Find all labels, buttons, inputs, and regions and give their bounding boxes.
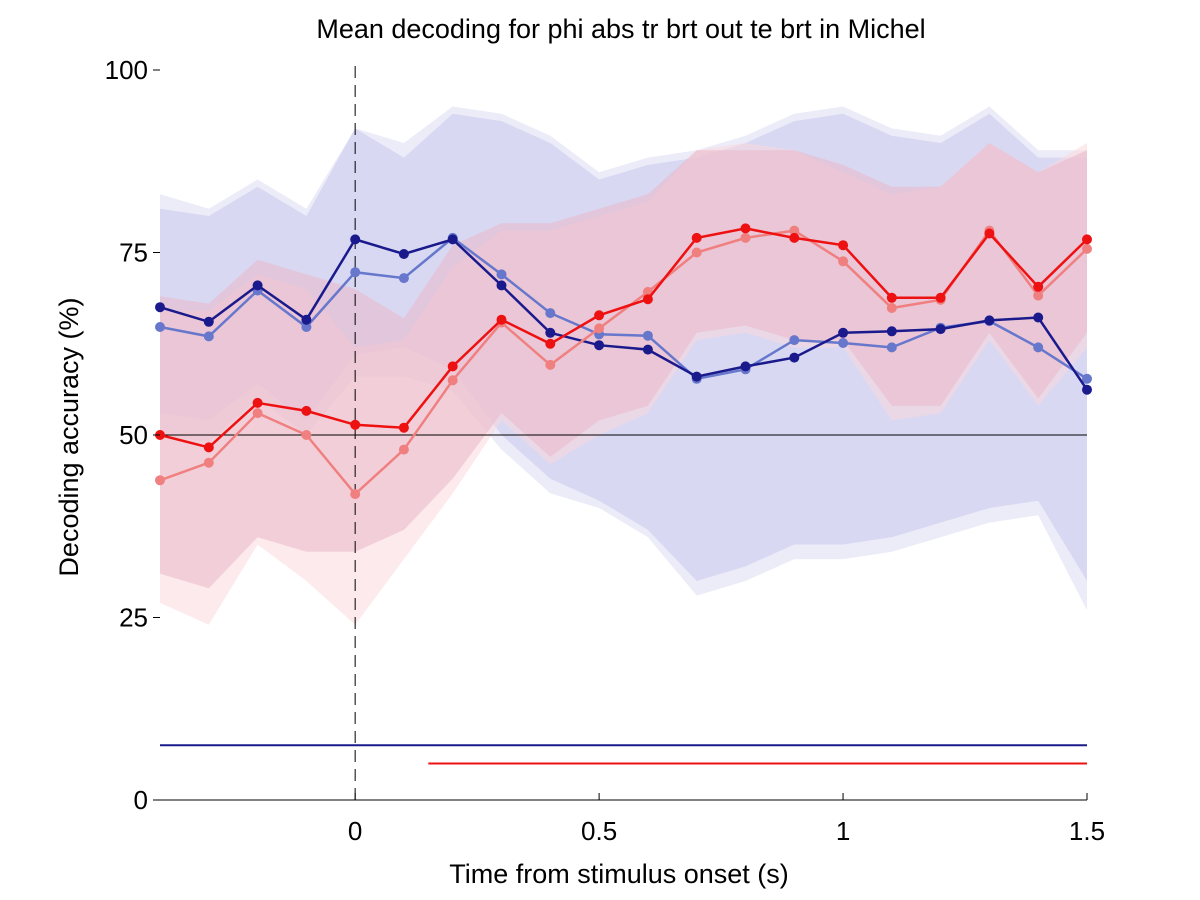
y-axis-label: Decoding accuracy (%) <box>54 297 84 576</box>
series-4-point <box>838 256 849 267</box>
series-3-point <box>350 419 361 430</box>
series-line-2 <box>159 236 1088 381</box>
series-1-point <box>984 315 995 326</box>
series-1-point <box>301 314 312 325</box>
series-3-point <box>447 361 458 372</box>
x-axis-label: Time from stimulus onset (s) <box>449 859 789 889</box>
x-tick-label: 1 <box>836 816 850 846</box>
series-3-point <box>545 338 556 349</box>
confidence-band-3 <box>160 143 1087 589</box>
series-1-point <box>642 344 653 355</box>
y-tick-label: 100 <box>105 55 148 85</box>
series-3-point <box>496 314 507 325</box>
series-4-point <box>1082 243 1092 254</box>
series-1-point <box>252 280 263 291</box>
series-2-point <box>155 322 165 332</box>
series-3-point <box>838 240 849 251</box>
series-3-point <box>1033 281 1044 292</box>
x-tick-label: 0 <box>348 816 362 846</box>
series-2-point <box>301 322 312 332</box>
series-1-point <box>496 280 507 291</box>
series-1-point <box>203 316 214 327</box>
series-2-point <box>642 330 653 341</box>
series-1-point <box>447 234 458 245</box>
series-1-point <box>1033 312 1044 323</box>
series-3-point <box>301 405 312 416</box>
series-2-point <box>203 331 214 342</box>
series-line-3 <box>159 227 1088 449</box>
series-3-point <box>789 232 800 243</box>
series-1-point <box>740 361 751 372</box>
series-4-point <box>398 444 409 455</box>
series-1-point <box>350 234 361 245</box>
series-2-point <box>886 342 897 353</box>
series-2-point <box>838 338 849 348</box>
x-tick-label: 0.5 <box>581 816 617 846</box>
series-3-point <box>203 442 214 453</box>
series-4-point <box>594 323 605 334</box>
series-2-point <box>1082 373 1092 384</box>
series-2-point <box>545 308 556 319</box>
series-2-point <box>398 273 409 284</box>
series-4-point <box>350 489 361 500</box>
series-1-point <box>1082 384 1092 395</box>
series-1-point <box>691 371 702 382</box>
series-3-point <box>594 310 605 321</box>
series-4-point <box>155 475 165 486</box>
series-1-point <box>398 249 409 259</box>
series-4-point <box>545 359 556 370</box>
y-tick-label: 25 <box>119 603 148 633</box>
series-4-point <box>447 375 458 386</box>
series-1-point <box>594 340 605 351</box>
series-4-point <box>252 408 263 419</box>
series-4-point <box>740 232 751 243</box>
series-1-point <box>155 302 165 313</box>
x-tick-label: 1.5 <box>1069 816 1105 846</box>
series-4-point <box>789 225 800 236</box>
series-3-point <box>886 292 897 303</box>
series-3-point <box>691 232 702 243</box>
reference-lines <box>160 66 1087 800</box>
series-2-point <box>789 335 800 346</box>
confidence-bands <box>160 106 1087 625</box>
series-3-point <box>984 228 995 239</box>
series-3-point <box>398 422 409 433</box>
series-4-point <box>1033 290 1044 301</box>
series-line-4 <box>159 228 1088 496</box>
series-4-point <box>301 430 312 440</box>
series-1-point <box>838 327 849 338</box>
series-3-point <box>1082 234 1092 245</box>
series-3-point <box>935 292 946 303</box>
series-1-point <box>545 327 556 338</box>
series-2-point <box>1033 342 1044 353</box>
series-1-point <box>935 324 946 335</box>
series-3-point <box>642 294 653 305</box>
series-2-point <box>496 269 507 280</box>
series-lines <box>155 223 1092 500</box>
series-1-point <box>789 352 800 363</box>
y-tick-label: 0 <box>134 785 148 815</box>
axes: 0 0.5 1 1.5 0 25 50 75 100 <box>105 55 1105 846</box>
series-3-point <box>252 397 263 408</box>
chart-title: Mean decoding for phi abs tr brt out te … <box>316 14 925 44</box>
y-tick-label: 75 <box>119 238 148 268</box>
series-4-point <box>691 247 702 258</box>
series-1-point <box>886 326 897 337</box>
series-3-point <box>740 223 751 234</box>
y-tick-label: 50 <box>119 420 148 450</box>
significance-bars <box>160 744 1087 765</box>
series-4-point <box>203 457 214 468</box>
series-line-1 <box>159 237 1089 391</box>
series-2-point <box>350 267 361 278</box>
series-4-point <box>886 303 897 313</box>
